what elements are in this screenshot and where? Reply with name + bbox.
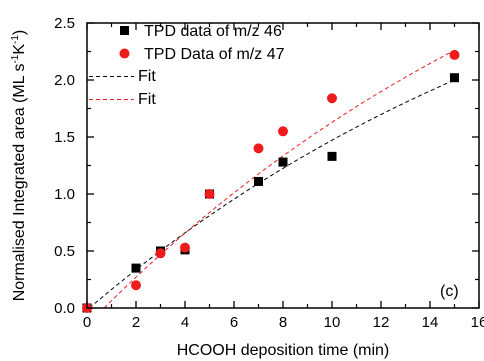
legend-label: TPD data of m/z 46 [144, 23, 282, 40]
data-point-circle [253, 143, 264, 154]
data-point-circle [204, 189, 215, 199]
x-tick-label: 14 [422, 314, 439, 331]
data-point-circle [278, 126, 288, 137]
data-point-square [254, 176, 263, 186]
legend: TPD data of m/z 46 TPD Data of m/z 47 Fit F… [89, 23, 285, 108]
x-axis-title: HCOOH deposition time (min) [177, 342, 390, 359]
data-point-circle [155, 248, 166, 259]
fit-line [103, 49, 455, 309]
tick-labels: 0 2 4 6 8 10 12 14 16 0.0 0.5 1.0 1.5 2.0 2.5 [54, 15, 484, 331]
data-point-circle [180, 242, 190, 253]
y-tick-label: 1.0 [54, 186, 75, 203]
legend-label: TPD Data of m/z 47 [144, 46, 285, 63]
x-tick-label: 0 [83, 314, 91, 331]
fit-curves [89, 49, 455, 309]
legend-label: Fit [138, 91, 156, 108]
data-point-circle [131, 280, 141, 291]
x-tick-label: 12 [373, 314, 390, 331]
fit-line [89, 79, 455, 309]
y-tick-label: 2.5 [54, 15, 75, 32]
x-tick-label: 2 [132, 314, 140, 331]
data-point-circle [449, 49, 460, 60]
x-tick-label: 6 [230, 314, 238, 331]
y-tick-label: 2.0 [54, 72, 75, 89]
data-point-square [450, 73, 459, 83]
x-tick-label: 16 [471, 314, 484, 331]
x-tick-label: 4 [181, 314, 189, 331]
data-points [82, 49, 460, 313]
x-tick-label: 10 [324, 314, 341, 331]
data-point-square [327, 151, 337, 161]
data-point-circle [327, 93, 337, 104]
legend-label: Fit [138, 68, 156, 85]
y-tick-label: 0.0 [54, 300, 75, 317]
data-point-square [278, 157, 288, 167]
legend-marker-circle [119, 48, 130, 59]
x-tick-label: 8 [279, 314, 287, 331]
plot-frame [86, 22, 480, 309]
y-tick-label: 1.5 [54, 129, 75, 146]
legend-marker-square [120, 26, 129, 35]
y-axis-title: Normalised Integrated area (ML s-1K-1) [10, 30, 28, 302]
y-tick-label: 0.5 [54, 243, 75, 260]
data-point-square [131, 263, 141, 273]
panel-label: (c) [440, 283, 459, 300]
